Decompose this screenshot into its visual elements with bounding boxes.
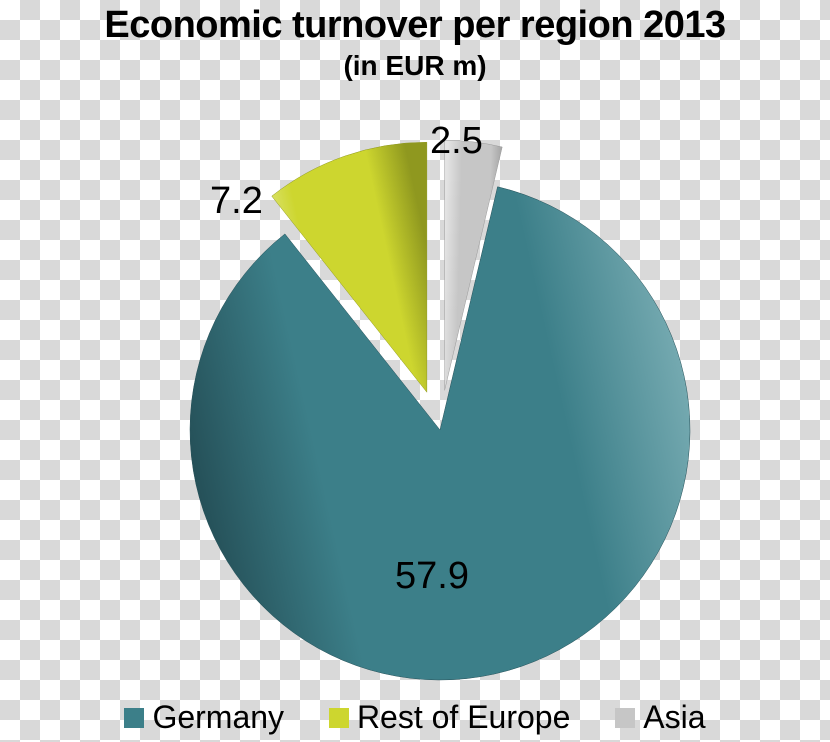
- pie-chart: [0, 0, 830, 742]
- legend-item-asia: Asia: [615, 697, 705, 736]
- value-label-germany: 57.9: [395, 555, 469, 598]
- pie-slice-germany: [190, 187, 690, 680]
- legend-label: Rest of Europe: [357, 699, 570, 735]
- legend-swatch: [124, 708, 144, 728]
- legend-label: Germany: [152, 699, 284, 735]
- legend-item-germany: Germany: [124, 697, 284, 736]
- legend-swatch: [329, 708, 349, 728]
- value-label-asia: 2.5: [430, 120, 483, 163]
- value-label-rest-of-europe: 7.2: [210, 180, 263, 223]
- legend-label: Asia: [643, 699, 705, 735]
- legend: Germany Rest of Europe Asia: [0, 696, 830, 736]
- chart-canvas: Economic turnover per region 2013 (in EU…: [0, 0, 830, 742]
- legend-swatch: [615, 708, 635, 728]
- legend-item-rest-of-europe: Rest of Europe: [329, 697, 570, 736]
